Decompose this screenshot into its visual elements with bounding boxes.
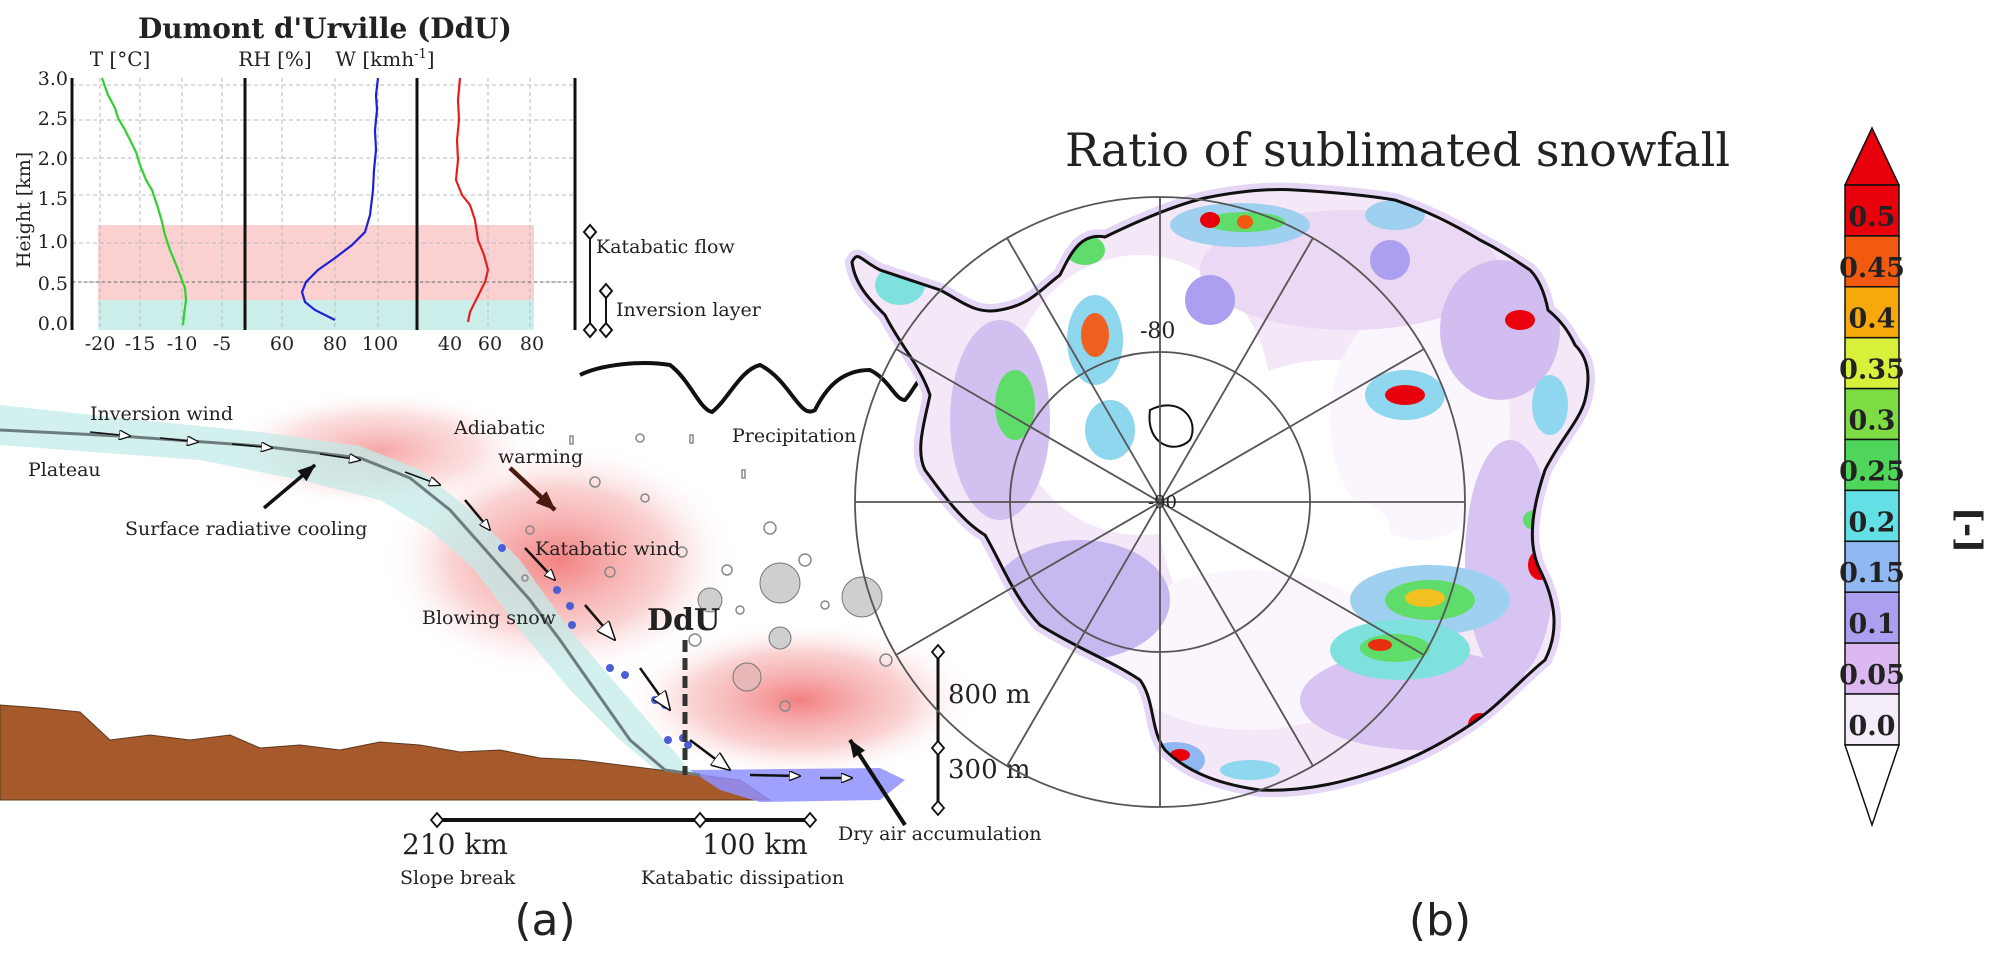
snowflake-clusters: [697, 562, 883, 692]
layer-markers: [582, 223, 614, 339]
panel-b-caption: (b): [1409, 895, 1471, 946]
y-tick: 0.0: [38, 313, 68, 335]
panel-a-caption: (a): [514, 895, 575, 946]
t-tick: -5: [213, 333, 232, 355]
colorbar-label: 0.4: [1849, 304, 1896, 335]
slope-break-label: Slope break: [400, 867, 516, 889]
temperature-header: T [°C]: [90, 47, 151, 71]
panel-a-title: Dumont d'Urville (DdU): [138, 12, 512, 45]
colorbar-top-cap: [1843, 126, 1901, 186]
colorbar-label: 0.1: [1849, 609, 1896, 640]
inversion-wind-arrows: [89, 432, 440, 485]
colorbar-label: 0.2: [1849, 507, 1896, 538]
t-tick: -10: [167, 333, 198, 355]
katabatic-wind-arrows: [464, 499, 852, 778]
inversion-band: [98, 300, 534, 330]
map-grid: [854, 196, 1466, 808]
blowing-snow-label: Blowing snow: [422, 607, 557, 629]
colorbar: 0.5 0.45 0.4 0.35 0.3 0.25 0.2 0.15 0.1 0.05 0.0: [1839, 126, 1905, 828]
dry-air-label: Dry air accumulation: [838, 823, 1042, 845]
inversion-wind-label: Inversion wind: [90, 403, 233, 425]
y-tick: 3.0: [38, 68, 68, 90]
precipitation-label: Precipitation: [732, 425, 856, 447]
colorbar-box: [1844, 336, 1900, 390]
y-tick: 2.5: [38, 108, 68, 130]
wind-profile: [454, 77, 490, 323]
colorbar-box: [1844, 591, 1900, 644]
dry-air-arrow: [848, 738, 907, 827]
w-tick: 80: [520, 333, 544, 355]
katabatic-dissipation-label: Katabatic dissipation: [641, 867, 844, 889]
panel-b-title: Ratio of sublimated snowfall: [1065, 123, 1730, 177]
colorbar-label: 0.05: [1839, 660, 1905, 691]
adiabatic-warming-zone: [380, 440, 740, 680]
colorbar-label: 0.15: [1839, 558, 1905, 589]
katabatic-band: [98, 225, 534, 300]
w-tick: 40: [438, 333, 462, 355]
colorbar-box: [1844, 540, 1900, 593]
inversion-layer-label: Inversion layer: [616, 299, 762, 321]
profile-frames: [70, 78, 577, 330]
temperature-profile: [100, 77, 188, 326]
latitude-label: -80: [1140, 319, 1175, 344]
pole-label: -90: [1148, 492, 1177, 513]
y-tick: 0.5: [38, 273, 68, 295]
w-tick: 60: [478, 333, 502, 355]
katabatic-flow-label: Katabatic flow: [596, 236, 735, 258]
ddu-label: DdU: [647, 603, 720, 638]
rh-tick: 100: [362, 333, 398, 355]
y-tick: 1.5: [38, 188, 68, 210]
inversion-layer-band: [0, 405, 720, 790]
y-tick: 2.0: [38, 148, 68, 170]
colorbar-box: [1844, 642, 1900, 695]
colorbar-boxes: 0.5 0.45 0.4 0.35 0.3 0.25 0.2 0.15 0.1 0.05 0.0: [1839, 184, 1905, 746]
wind-header: W [kmh-1]: [335, 47, 434, 71]
surface-cooling-label: Surface radiative cooling: [125, 518, 367, 540]
distance-210-label: 210 km: [402, 828, 508, 861]
distance-100-label: 100 km: [702, 828, 808, 861]
adiabatic-label-1: Adiabatic: [453, 417, 545, 439]
height-scale: [930, 643, 946, 817]
colorbar-label: 0.35: [1839, 355, 1905, 386]
surface-cooling-arrow: [262, 463, 317, 510]
distance-scale: [429, 811, 818, 829]
t-tick: -20: [85, 333, 116, 355]
colorbar-box: [1844, 387, 1900, 441]
colorbar-unit: [-]: [1949, 507, 1989, 553]
cloud-outline: [579, 359, 951, 415]
colorbar-box: [1844, 489, 1900, 543]
adiabatic-label-2: warming: [498, 446, 583, 468]
height-300-label: 300 m: [948, 755, 1031, 785]
colorbar-label: 0.45: [1839, 253, 1905, 284]
adiabatic-warming-arrow: [508, 466, 557, 512]
colorbar-bottom-cap: [1843, 744, 1901, 828]
colorbar-box: [1844, 286, 1900, 339]
humidity-profile: [300, 77, 380, 321]
height-800-label: 800 m: [948, 680, 1031, 710]
colorbar-label: 0.25: [1839, 456, 1905, 487]
katabatic-wind-label: Katabatic wind: [535, 538, 680, 560]
antarctica-coastline: [850, 187, 1590, 792]
y-tick: 1.0: [38, 231, 68, 253]
plateau-label: Plateau: [28, 459, 101, 481]
panel-a: Dumont d'Urville (DdU) T [°C] RH [%] W […: [0, 12, 1042, 946]
colorbar-box: [1844, 184, 1900, 237]
dry-air-warm-zone: [620, 620, 980, 780]
colorbar-label: 0.0: [1849, 711, 1896, 742]
colorbar-label: 0.3: [1849, 406, 1896, 437]
humidity-header: RH [%]: [238, 47, 311, 71]
precipitation-particles: [521, 433, 893, 712]
x-ticks: -20 -15 -10 -5 60 80 100 40 60 80: [85, 333, 544, 355]
rh-tick: 60: [270, 333, 294, 355]
colorbar-box: [1844, 235, 1900, 288]
ice-shelf-outline: [1148, 404, 1194, 448]
t-tick: -15: [125, 333, 156, 355]
colorbar-box: [1844, 693, 1900, 746]
rh-tick: 80: [323, 333, 347, 355]
y-ticks: 3.0 2.5 2.0 1.5 1.0 0.5 0.0: [38, 68, 68, 335]
y-axis-label: Height [km]: [13, 152, 35, 268]
colorbar-label: 0.5: [1849, 202, 1896, 233]
